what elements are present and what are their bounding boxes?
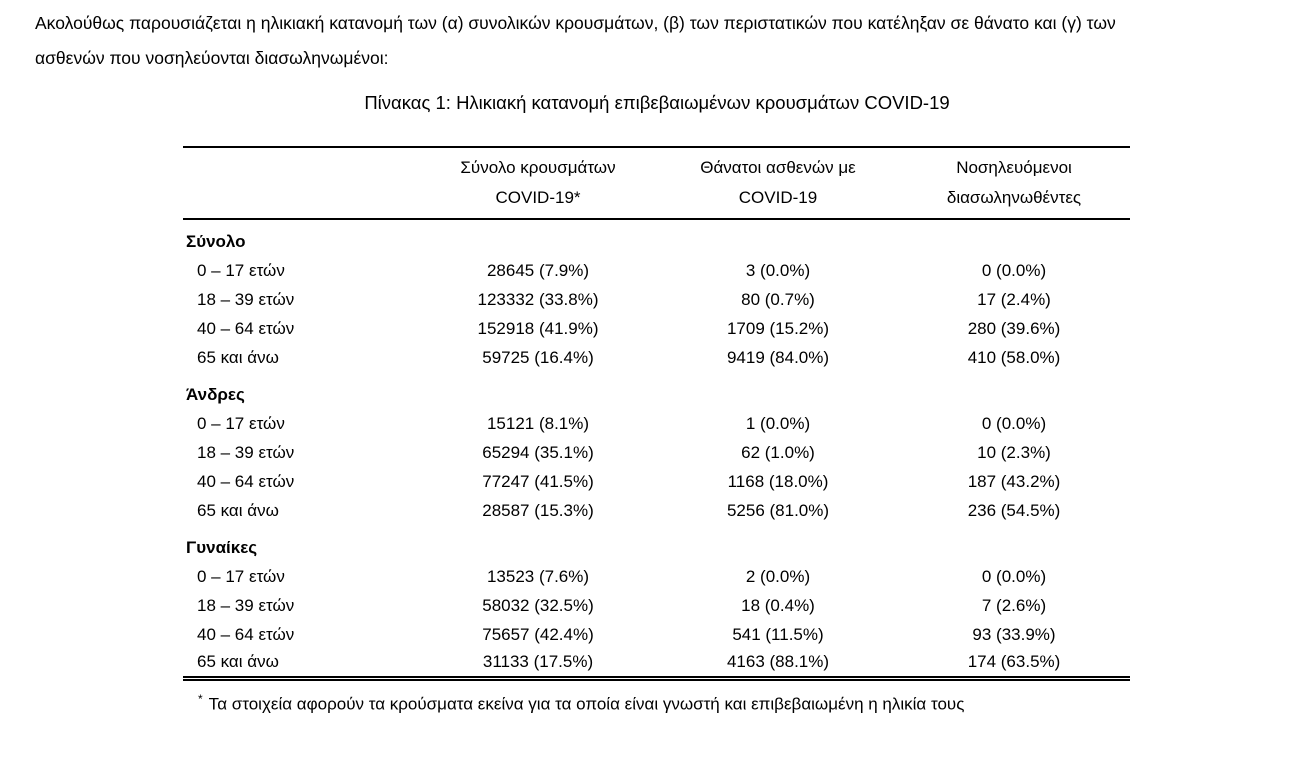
column-header-deaths: Θάνατοι ασθενών με COVID-19: [658, 147, 898, 220]
age-group-label: 18 – 39 ετών: [197, 289, 295, 309]
intubated-value: 236 (54.5%): [967, 500, 1061, 520]
deaths-value: 1709 (15.2%): [726, 318, 830, 338]
deaths-value: 80 (0.7%): [741, 289, 815, 309]
cases-value: 31133 (17.5%): [418, 649, 658, 681]
table-row: 65 και άνω 28587 (15.3%) 5256 (81.0%) 23…: [183, 496, 1130, 525]
deaths-value: 1 (0.0%): [745, 413, 811, 433]
column-header-deaths-line1: Θάνατοι ασθενών με: [700, 158, 856, 177]
intubated-value: 0 (0.0%): [981, 566, 1047, 586]
deaths-value: 541 (11.5%): [732, 624, 824, 644]
section-header-women: Γυναίκες: [183, 525, 1130, 562]
age-group-label: 65 και άνω: [197, 347, 279, 367]
footnote-asterisk: *: [198, 692, 203, 706]
table-row: 65 και άνω 59725 (16.4%) 9419 (84.0%) 41…: [183, 343, 1130, 372]
deaths-value: 18 (0.4%): [741, 595, 815, 615]
age-group-label: 65 και άνω: [183, 649, 418, 681]
deaths-value: 1168 (18.0%): [727, 471, 829, 491]
table-row: 18 – 39 ετών 58032 (32.5%) 18 (0.4%) 7 (…: [183, 591, 1130, 620]
deaths-value: 62 (1.0%): [741, 442, 815, 462]
table-footnote: * Τα στοιχεία αφορούν τα κρούσματα εκείνα…: [198, 686, 964, 718]
intubated-value: 0 (0.0%): [981, 260, 1047, 280]
cases-value: 15121 (8.1%): [486, 413, 590, 433]
section-header-total: Σύνολο: [183, 219, 1130, 256]
deaths-value: 9419 (84.0%): [726, 347, 830, 367]
table-row: 0 – 17 ετών 28645 (7.9%) 3 (0.0%) 0 (0.0…: [183, 256, 1130, 285]
table-row: 0 – 17 ετών 15121 (8.1%) 1 (0.0%) 0 (0.0…: [183, 409, 1130, 438]
table-row: 0 – 17 ετών 13523 (7.6%) 2 (0.0%) 0 (0.0…: [183, 562, 1130, 591]
age-group-label: 0 – 17 ετών: [197, 260, 285, 280]
table-row: 18 – 39 ετών 65294 (35.1%) 62 (1.0%) 10 …: [183, 438, 1130, 467]
age-group-label: 40 – 64 ετών: [197, 318, 295, 338]
column-header-intubated-line2: διασωληνωθέντες: [946, 188, 1082, 207]
cases-value: 65294 (35.1%): [482, 442, 594, 462]
cases-value: 59725 (16.4%): [482, 347, 594, 367]
age-group-label: 0 – 17 ετών: [197, 413, 285, 433]
cases-value: 152918 (41.9%): [477, 318, 599, 338]
intubated-value: 10 (2.3%): [977, 442, 1051, 462]
footnote-text: Τα στοιχεία αφορούν τα κρούσματα εκείνα …: [208, 694, 965, 714]
table-row: 40 – 64 ετών 75657 (42.4%) 541 (11.5%) 9…: [183, 620, 1130, 649]
section-header-men: Άνδρες: [183, 372, 1130, 409]
table-row: 40 – 64 ετών 152918 (41.9%) 1709 (15.2%)…: [183, 314, 1130, 343]
section-label: Άνδρες: [186, 385, 245, 404]
deaths-value: 5256 (81.0%): [726, 500, 830, 520]
intubated-value: 410 (58.0%): [967, 347, 1061, 367]
cases-value: 75657 (42.4%): [482, 624, 594, 644]
column-header-cases-line2: COVID-19*: [495, 188, 581, 207]
column-header-intubated-line1: Νοσηλευόμενοι: [956, 158, 1072, 177]
intubated-value: 17 (2.4%): [977, 289, 1051, 309]
cases-value: 77247 (41.5%): [482, 471, 594, 491]
age-group-label: 18 – 39 ετών: [197, 442, 295, 462]
age-group-label: 65 και άνω: [197, 500, 279, 520]
intubated-value: 7 (2.6%): [981, 595, 1047, 615]
intro-line-1: Ακολούθως παρουσιάζεται η ηλικιακή καταν…: [35, 13, 1116, 33]
column-header-cases-line1: Σύνολο κρουσμάτων: [460, 158, 616, 177]
cases-value: 123332 (33.8%): [477, 289, 599, 309]
table-header-row: Σύνολο κρουσμάτων COVID-19* Θάνατοι ασθε…: [183, 147, 1130, 220]
intubated-value: 0 (0.0%): [981, 413, 1047, 433]
intro-paragraph: Ακολούθως παρουσιάζεται η ηλικιακή καταν…: [35, 6, 1297, 76]
cases-value: 58032 (32.5%): [482, 595, 594, 615]
intubated-value: 280 (39.6%): [967, 318, 1061, 338]
intubated-value: 93 (33.9%): [972, 624, 1056, 644]
intubated-value: 187 (43.2%): [967, 471, 1061, 491]
table-row: 40 – 64 ετών 77247 (41.5%) 1168 (18.0%) …: [183, 467, 1130, 496]
table-row: 65 και άνω 31133 (17.5%) 4163 (88.1%) 17…: [183, 649, 1130, 681]
age-group-label: 18 – 39 ετών: [197, 595, 295, 615]
intro-line-2: ασθενών που νοσηλεύονται διασωληνωμένοι:: [35, 48, 389, 68]
column-header-cases: Σύνολο κρουσμάτων COVID-19*: [418, 147, 658, 220]
table-title: Πίνακας 1: Ηλικιακή κατανομή επιβεβαιωμέ…: [364, 92, 950, 113]
deaths-value: 2 (0.0%): [745, 566, 811, 586]
cases-value: 28587 (15.3%): [482, 500, 594, 520]
cases-value: 13523 (7.6%): [486, 566, 590, 586]
column-header-empty: [183, 147, 418, 220]
age-group-label: 40 – 64 ετών: [197, 471, 295, 491]
age-group-label: 40 – 64 ετών: [197, 624, 295, 644]
intubated-value: 174 (63.5%): [898, 649, 1130, 681]
table-row: 18 – 39 ετών 123332 (33.8%) 80 (0.7%) 17…: [183, 285, 1130, 314]
section-label: Γυναίκες: [186, 538, 258, 557]
deaths-value: 4163 (88.1%): [658, 649, 898, 681]
deaths-value: 3 (0.0%): [745, 260, 811, 280]
cases-value: 28645 (7.9%): [486, 260, 590, 280]
section-label: Σύνολο: [186, 232, 246, 251]
covid-age-distribution-table: Σύνολο κρουσμάτων COVID-19* Θάνατοι ασθε…: [183, 146, 1130, 681]
column-header-deaths-line2: COVID-19: [738, 188, 818, 207]
age-group-label: 0 – 17 ετών: [197, 566, 285, 586]
column-header-intubated: Νοσηλευόμενοι διασωληνωθέντες: [898, 147, 1130, 220]
